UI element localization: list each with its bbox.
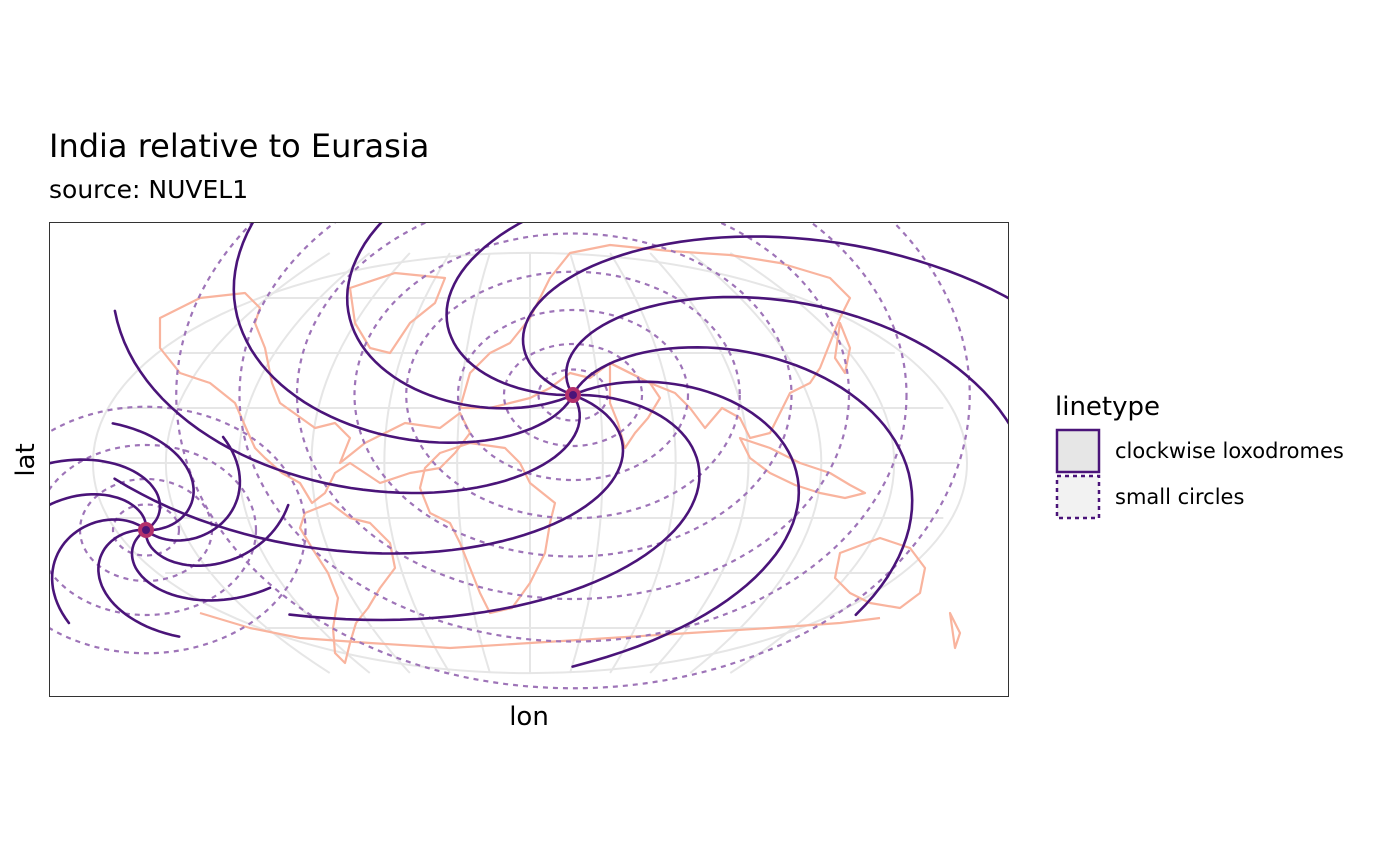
loxodrome [521, 235, 1008, 394]
loxodrome [148, 435, 242, 542]
loxodrome [50, 458, 162, 529]
coastline [348, 271, 447, 355]
loxodrome [564, 295, 1008, 425]
graticule-outline [91, 252, 969, 674]
loxodrome [113, 309, 582, 495]
small-circle [537, 368, 609, 422]
map-svg [50, 223, 1008, 690]
poles [138, 387, 581, 538]
loxodrome [97, 528, 181, 638]
graticule-meridian [383, 252, 451, 674]
coastline [833, 321, 852, 375]
loxodrome [111, 422, 195, 532]
legend-item-loxodromes: clockwise loxodromes [1055, 424, 1344, 474]
small-circle [175, 223, 971, 690]
y-axis-label: lat [11, 443, 41, 477]
loxodrome [345, 223, 568, 410]
small-circle [50, 405, 307, 655]
small-circles [50, 223, 971, 690]
small-circle [238, 223, 908, 643]
loxodrome [574, 345, 914, 617]
graticule-meridian [456, 252, 491, 674]
graticule-meridian [164, 252, 331, 674]
loxodrome [50, 493, 148, 527]
graticule-meridian [649, 252, 750, 674]
loxodrome [571, 380, 801, 668]
loxodrome [144, 503, 290, 567]
loxodrome [50, 518, 144, 625]
legend: linetype clockwise loxodromes small circ… [1055, 390, 1344, 520]
legend-label: clockwise loxodromes [1115, 439, 1344, 463]
small-circle [502, 342, 644, 448]
chart-subtitle: source: NUVEL1 [49, 175, 249, 204]
coastline [608, 361, 662, 450]
legend-item-small-circles: small circles [1055, 470, 1244, 520]
small-circle [295, 223, 851, 601]
graticule-meridian [729, 252, 896, 674]
graticule-meridian [569, 252, 604, 674]
loxodrome [445, 223, 566, 397]
coastline [948, 611, 962, 650]
legend-title: linetype [1055, 392, 1161, 422]
x-axis-label: lon [509, 702, 549, 732]
graticule-meridian [237, 252, 371, 674]
antipole-core [142, 526, 150, 534]
coastlines [158, 243, 962, 665]
euler-pole-core [569, 391, 577, 399]
map-panel [49, 222, 1009, 697]
legend-key-dashed [1055, 474, 1101, 520]
graticule-meridian [689, 252, 823, 674]
legend-label: small circles [1115, 485, 1245, 509]
coastline [199, 611, 881, 650]
loxodrome [288, 393, 701, 622]
small-circle [111, 503, 181, 557]
coastline [833, 536, 927, 610]
small-circle [405, 270, 741, 520]
coastline [298, 501, 397, 665]
small-circle [353, 232, 793, 558]
loxodromes [50, 223, 1008, 668]
loxodrome [113, 396, 625, 555]
loxodrome [232, 223, 572, 445]
chart-title: India relative to Eurasia [49, 127, 430, 165]
legend-key-solid [1055, 428, 1101, 474]
small-circle [50, 443, 258, 617]
loxodrome [130, 531, 272, 602]
small-circle [456, 308, 690, 482]
coastline [738, 436, 867, 500]
